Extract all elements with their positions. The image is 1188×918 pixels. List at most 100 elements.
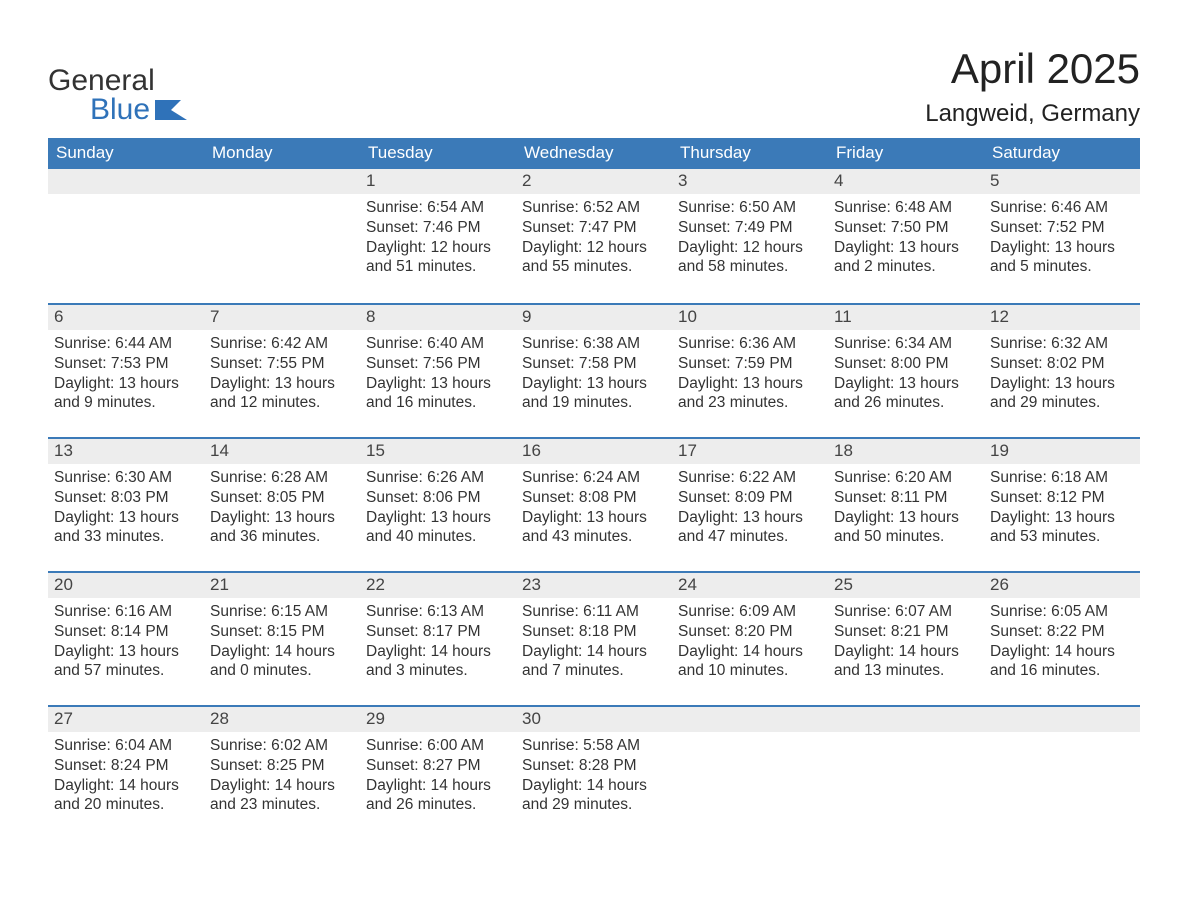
calendar-week: 1Sunrise: 6:54 AMSunset: 7:46 PMDaylight…	[48, 169, 1140, 303]
col-saturday: Saturday	[984, 138, 1140, 169]
day-details: Sunrise: 6:11 AMSunset: 8:18 PMDaylight:…	[516, 598, 672, 681]
calendar-week: 6Sunrise: 6:44 AMSunset: 7:53 PMDaylight…	[48, 303, 1140, 437]
day-details: Sunrise: 6:18 AMSunset: 8:12 PMDaylight:…	[984, 464, 1140, 547]
day-number: 13	[48, 437, 204, 464]
day-number: 15	[360, 437, 516, 464]
day-details: Sunrise: 6:20 AMSunset: 8:11 PMDaylight:…	[828, 464, 984, 547]
day-details: Sunrise: 6:36 AMSunset: 7:59 PMDaylight:…	[672, 330, 828, 413]
day-number: 6	[48, 303, 204, 330]
calendar-cell	[48, 169, 204, 303]
calendar-cell: 13Sunrise: 6:30 AMSunset: 8:03 PMDayligh…	[48, 437, 204, 571]
calendar-cell	[204, 169, 360, 303]
calendar-cell: 17Sunrise: 6:22 AMSunset: 8:09 PMDayligh…	[672, 437, 828, 571]
day-details: Sunrise: 6:30 AMSunset: 8:03 PMDaylight:…	[48, 464, 204, 547]
location: Langweid, Germany	[925, 100, 1140, 128]
calendar-cell: 12Sunrise: 6:32 AMSunset: 8:02 PMDayligh…	[984, 303, 1140, 437]
day-details: Sunrise: 6:04 AMSunset: 8:24 PMDaylight:…	[48, 732, 204, 815]
day-details: Sunrise: 6:13 AMSunset: 8:17 PMDaylight:…	[360, 598, 516, 681]
empty-day-header	[672, 705, 828, 732]
col-sunday: Sunday	[48, 138, 204, 169]
calendar-cell: 29Sunrise: 6:00 AMSunset: 8:27 PMDayligh…	[360, 705, 516, 839]
calendar-cell: 3Sunrise: 6:50 AMSunset: 7:49 PMDaylight…	[672, 169, 828, 303]
day-details: Sunrise: 6:09 AMSunset: 8:20 PMDaylight:…	[672, 598, 828, 681]
empty-day-header	[828, 705, 984, 732]
calendar-table: Sunday Monday Tuesday Wednesday Thursday…	[48, 138, 1140, 839]
day-number: 14	[204, 437, 360, 464]
calendar-cell: 25Sunrise: 6:07 AMSunset: 8:21 PMDayligh…	[828, 571, 984, 705]
calendar-cell	[828, 705, 984, 839]
calendar-cell: 7Sunrise: 6:42 AMSunset: 7:55 PMDaylight…	[204, 303, 360, 437]
empty-day-header	[204, 169, 360, 194]
header-row: General Blue April 2025 Langweid, German…	[48, 48, 1140, 134]
day-details: Sunrise: 6:00 AMSunset: 8:27 PMDaylight:…	[360, 732, 516, 815]
calendar-cell: 18Sunrise: 6:20 AMSunset: 8:11 PMDayligh…	[828, 437, 984, 571]
day-details: Sunrise: 6:54 AMSunset: 7:46 PMDaylight:…	[360, 194, 516, 277]
day-number: 7	[204, 303, 360, 330]
col-thursday: Thursday	[672, 138, 828, 169]
day-number: 28	[204, 705, 360, 732]
day-number: 5	[984, 169, 1140, 194]
calendar-cell: 11Sunrise: 6:34 AMSunset: 8:00 PMDayligh…	[828, 303, 984, 437]
calendar-cell	[672, 705, 828, 839]
logo: General Blue	[48, 67, 187, 134]
day-number: 19	[984, 437, 1140, 464]
day-details: Sunrise: 6:28 AMSunset: 8:05 PMDaylight:…	[204, 464, 360, 547]
col-friday: Friday	[828, 138, 984, 169]
calendar-cell: 24Sunrise: 6:09 AMSunset: 8:20 PMDayligh…	[672, 571, 828, 705]
day-details: Sunrise: 6:05 AMSunset: 8:22 PMDaylight:…	[984, 598, 1140, 681]
day-details: Sunrise: 6:26 AMSunset: 8:06 PMDaylight:…	[360, 464, 516, 547]
calendar-week: 20Sunrise: 6:16 AMSunset: 8:14 PMDayligh…	[48, 571, 1140, 705]
day-details: Sunrise: 6:32 AMSunset: 8:02 PMDaylight:…	[984, 330, 1140, 413]
calendar-cell: 16Sunrise: 6:24 AMSunset: 8:08 PMDayligh…	[516, 437, 672, 571]
calendar-cell: 27Sunrise: 6:04 AMSunset: 8:24 PMDayligh…	[48, 705, 204, 839]
day-number: 10	[672, 303, 828, 330]
flag-icon	[155, 98, 187, 120]
calendar-cell: 20Sunrise: 6:16 AMSunset: 8:14 PMDayligh…	[48, 571, 204, 705]
day-number: 27	[48, 705, 204, 732]
calendar-cell: 9Sunrise: 6:38 AMSunset: 7:58 PMDaylight…	[516, 303, 672, 437]
empty-day-header	[48, 169, 204, 194]
calendar-week: 13Sunrise: 6:30 AMSunset: 8:03 PMDayligh…	[48, 437, 1140, 571]
logo-text-line2: Blue	[90, 96, 155, 125]
calendar-cell: 23Sunrise: 6:11 AMSunset: 8:18 PMDayligh…	[516, 571, 672, 705]
day-details: Sunrise: 6:02 AMSunset: 8:25 PMDaylight:…	[204, 732, 360, 815]
day-number: 20	[48, 571, 204, 598]
calendar-cell: 19Sunrise: 6:18 AMSunset: 8:12 PMDayligh…	[984, 437, 1140, 571]
col-wednesday: Wednesday	[516, 138, 672, 169]
day-details: Sunrise: 6:38 AMSunset: 7:58 PMDaylight:…	[516, 330, 672, 413]
day-number: 30	[516, 705, 672, 732]
day-number: 12	[984, 303, 1140, 330]
empty-day-header	[984, 705, 1140, 732]
calendar-page: General Blue April 2025 Langweid, German…	[0, 0, 1188, 839]
day-number: 9	[516, 303, 672, 330]
calendar-cell: 4Sunrise: 6:48 AMSunset: 7:50 PMDaylight…	[828, 169, 984, 303]
day-number: 26	[984, 571, 1140, 598]
day-number: 18	[828, 437, 984, 464]
day-number: 11	[828, 303, 984, 330]
day-details: Sunrise: 6:07 AMSunset: 8:21 PMDaylight:…	[828, 598, 984, 681]
calendar-cell	[984, 705, 1140, 839]
col-tuesday: Tuesday	[360, 138, 516, 169]
day-details: Sunrise: 6:50 AMSunset: 7:49 PMDaylight:…	[672, 194, 828, 277]
calendar-cell: 21Sunrise: 6:15 AMSunset: 8:15 PMDayligh…	[204, 571, 360, 705]
day-number: 2	[516, 169, 672, 194]
day-details: Sunrise: 6:52 AMSunset: 7:47 PMDaylight:…	[516, 194, 672, 277]
day-details: Sunrise: 6:46 AMSunset: 7:52 PMDaylight:…	[984, 194, 1140, 277]
day-details: Sunrise: 6:40 AMSunset: 7:56 PMDaylight:…	[360, 330, 516, 413]
calendar-cell: 14Sunrise: 6:28 AMSunset: 8:05 PMDayligh…	[204, 437, 360, 571]
day-number: 8	[360, 303, 516, 330]
day-number: 17	[672, 437, 828, 464]
day-number: 23	[516, 571, 672, 598]
day-number: 4	[828, 169, 984, 194]
calendar-cell: 22Sunrise: 6:13 AMSunset: 8:17 PMDayligh…	[360, 571, 516, 705]
calendar-cell: 5Sunrise: 6:46 AMSunset: 7:52 PMDaylight…	[984, 169, 1140, 303]
day-details: Sunrise: 6:44 AMSunset: 7:53 PMDaylight:…	[48, 330, 204, 413]
title-block: April 2025 Langweid, Germany	[925, 48, 1140, 134]
calendar-cell: 8Sunrise: 6:40 AMSunset: 7:56 PMDaylight…	[360, 303, 516, 437]
day-number: 24	[672, 571, 828, 598]
calendar-cell: 26Sunrise: 6:05 AMSunset: 8:22 PMDayligh…	[984, 571, 1140, 705]
day-details: Sunrise: 6:24 AMSunset: 8:08 PMDaylight:…	[516, 464, 672, 547]
day-number: 25	[828, 571, 984, 598]
day-details: Sunrise: 6:34 AMSunset: 8:00 PMDaylight:…	[828, 330, 984, 413]
day-details: Sunrise: 6:16 AMSunset: 8:14 PMDaylight:…	[48, 598, 204, 681]
